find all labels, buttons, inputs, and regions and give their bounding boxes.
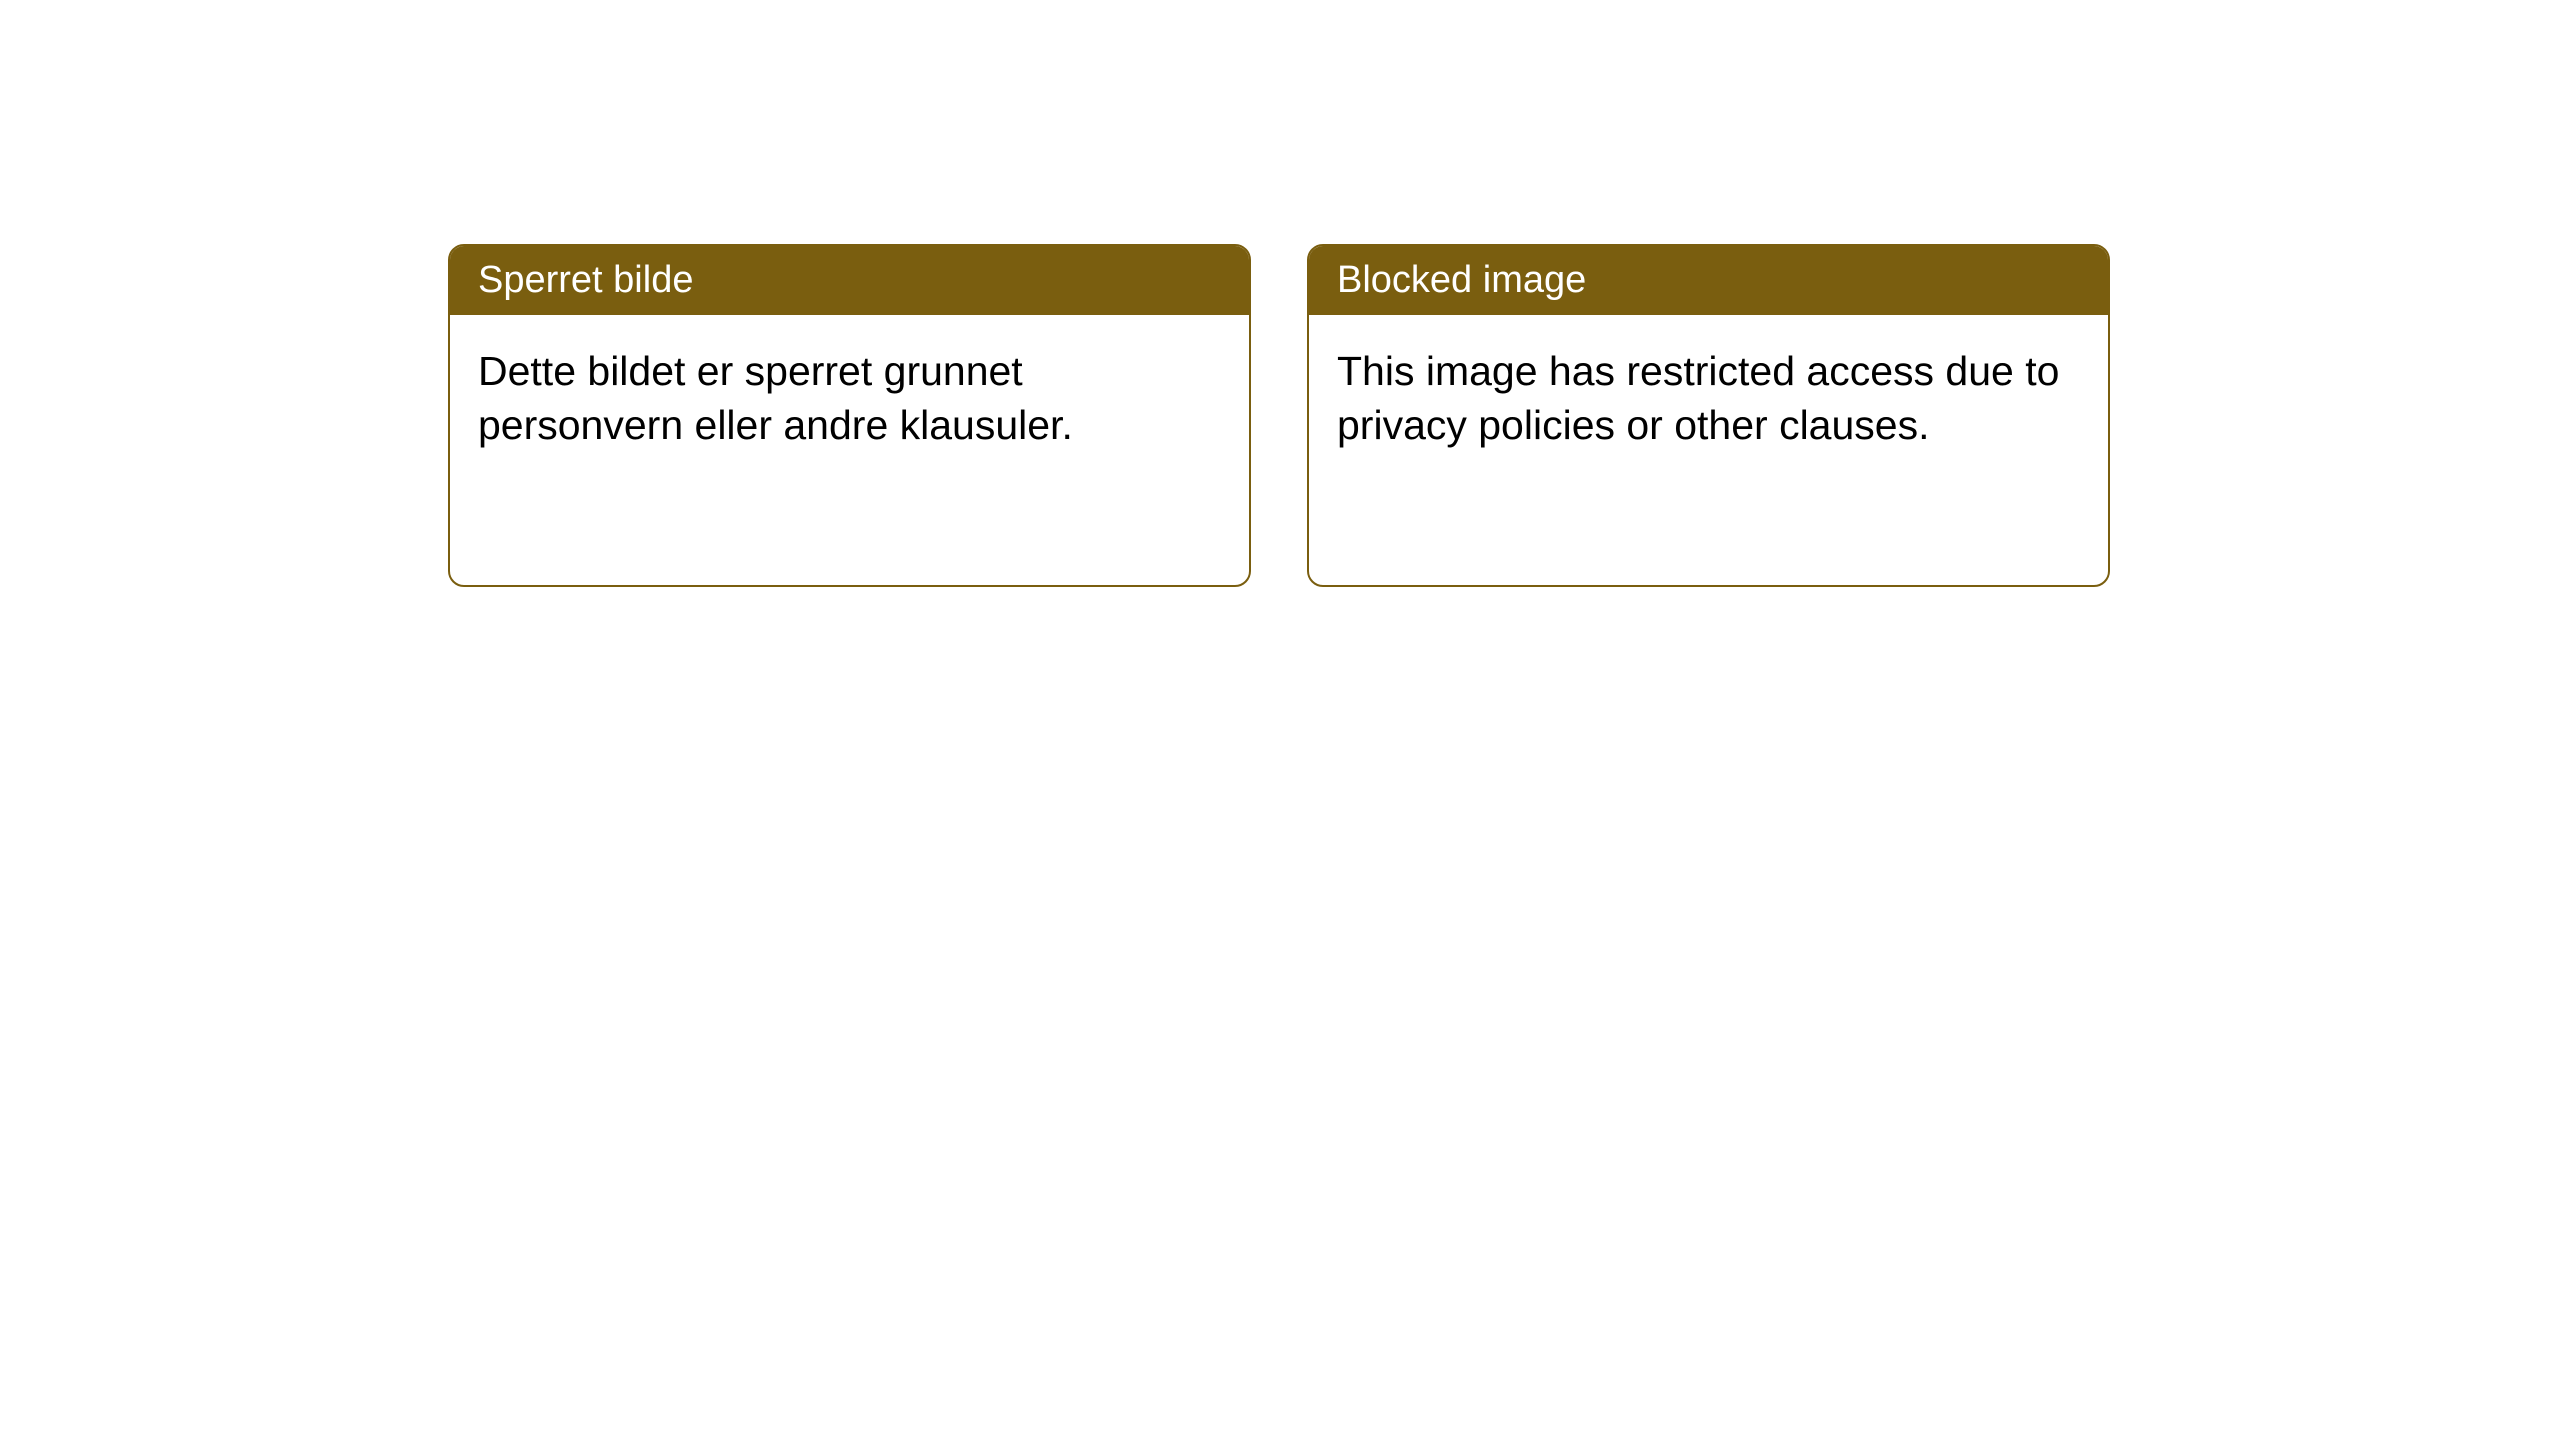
notice-container: Sperret bilde Dette bildet er sperret gr… <box>0 0 2560 587</box>
notice-header: Blocked image <box>1309 246 2108 315</box>
notice-header: Sperret bilde <box>450 246 1249 315</box>
notice-body: Dette bildet er sperret grunnet personve… <box>450 315 1249 585</box>
notice-card-english: Blocked image This image has restricted … <box>1307 244 2110 587</box>
notice-card-norwegian: Sperret bilde Dette bildet er sperret gr… <box>448 244 1251 587</box>
notice-body: This image has restricted access due to … <box>1309 315 2108 585</box>
